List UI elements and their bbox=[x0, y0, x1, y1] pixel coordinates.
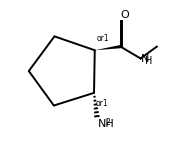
Text: or1: or1 bbox=[96, 34, 109, 43]
Text: 2: 2 bbox=[105, 118, 110, 127]
Polygon shape bbox=[95, 45, 121, 50]
Text: O: O bbox=[120, 10, 129, 20]
Text: H: H bbox=[145, 56, 153, 66]
Text: N: N bbox=[141, 54, 150, 64]
Text: NH: NH bbox=[98, 119, 115, 129]
Text: or1: or1 bbox=[96, 99, 108, 108]
